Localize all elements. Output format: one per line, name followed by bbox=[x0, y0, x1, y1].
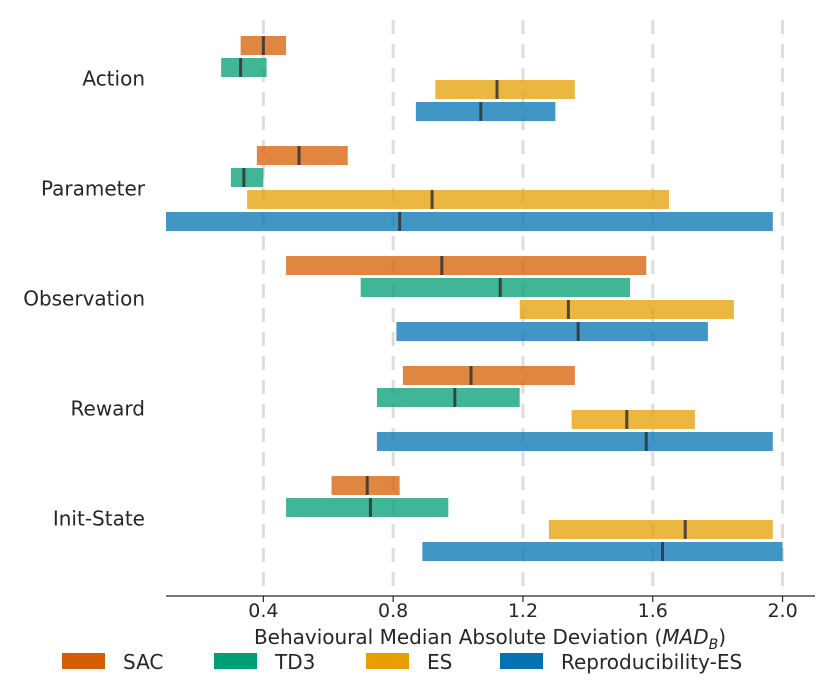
category-labels: Action Parameter Observation Reward Init-Sta… bbox=[23, 67, 146, 531]
range-bar bbox=[230, 168, 264, 187]
legend: SAC TD3 ES Reproducibility-ES bbox=[62, 650, 742, 674]
x-tick-label: 1.2 bbox=[508, 600, 538, 622]
legend-swatch bbox=[214, 653, 257, 669]
range-bar bbox=[435, 80, 575, 99]
x-axis-title: Behavioural Median Absolute Deviation (M… bbox=[254, 625, 726, 653]
range-bar bbox=[571, 410, 695, 429]
range-bar bbox=[376, 388, 520, 407]
legend-label: ES bbox=[427, 650, 452, 674]
legend-label: Reproducibility-ES bbox=[561, 650, 742, 674]
range-bar bbox=[415, 102, 556, 121]
range-bar bbox=[376, 432, 773, 451]
legend-label: SAC bbox=[123, 650, 163, 674]
category-label: Init-State bbox=[53, 507, 145, 531]
range-bar bbox=[247, 190, 669, 209]
range-bar bbox=[519, 300, 734, 319]
legend-swatch bbox=[500, 653, 543, 669]
range-bar bbox=[221, 58, 267, 77]
legend-swatch bbox=[366, 653, 409, 669]
range-bar bbox=[548, 520, 773, 539]
x-tick-label: 1.6 bbox=[638, 600, 668, 622]
range-bar bbox=[256, 146, 348, 165]
range-bar bbox=[331, 476, 400, 495]
x-tick-label: 0.4 bbox=[248, 600, 278, 622]
range-bar bbox=[396, 322, 708, 341]
category-label: Action bbox=[82, 67, 145, 91]
category-label: Observation bbox=[23, 287, 145, 311]
median-markers bbox=[239, 36, 687, 561]
category-label: Reward bbox=[71, 397, 145, 421]
range-bar bbox=[166, 212, 773, 231]
x-tick-label: 2.0 bbox=[767, 600, 797, 622]
legend-swatch bbox=[62, 653, 105, 669]
range-bar bbox=[402, 366, 575, 385]
x-ticks: 0.4 0.8 1.2 1.6 2.0 bbox=[248, 596, 798, 622]
x-tick-label: 0.8 bbox=[378, 600, 408, 622]
range-bar bbox=[360, 278, 631, 297]
range-bar bbox=[422, 542, 783, 561]
range-bar bbox=[286, 498, 449, 517]
legend-label: TD3 bbox=[274, 650, 315, 674]
category-label: Parameter bbox=[41, 177, 146, 201]
range-bar bbox=[286, 256, 647, 275]
range-bars bbox=[166, 36, 783, 561]
